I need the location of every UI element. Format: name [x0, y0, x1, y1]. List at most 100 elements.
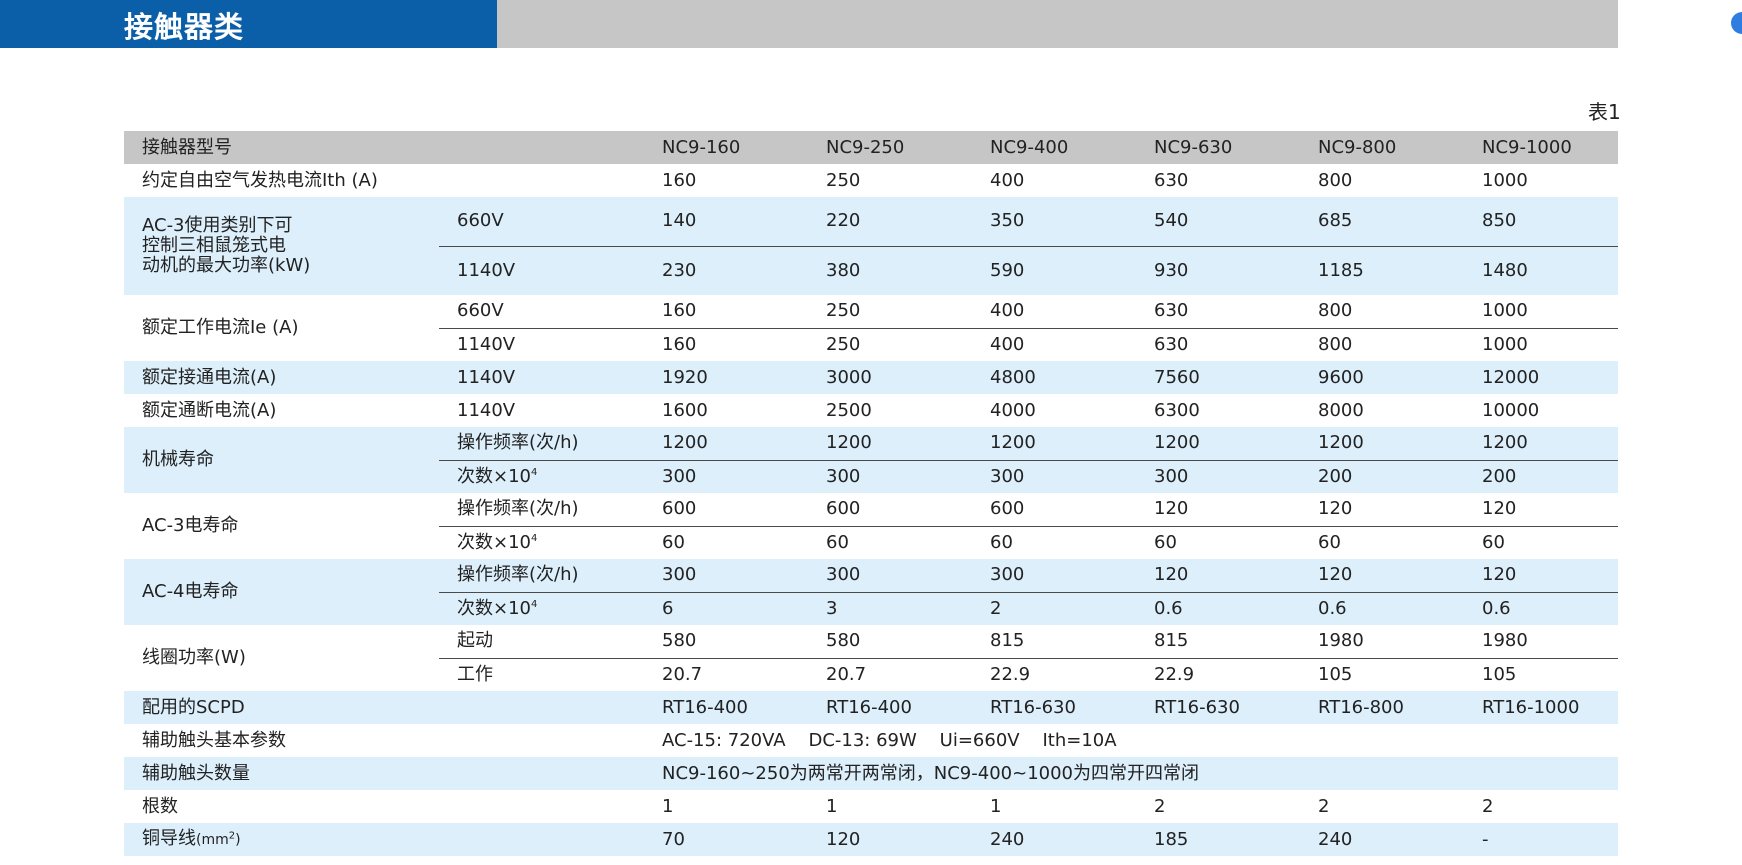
value-cell: 2	[1464, 790, 1618, 823]
value-cell: 7560	[1136, 361, 1300, 394]
value-cell: 60	[644, 526, 808, 559]
value-cell: 8000	[1300, 394, 1464, 427]
label-line: 动机的最大功率(kW)	[142, 255, 311, 276]
value-cell: 1	[972, 790, 1136, 823]
sub-label-sup: 4	[531, 532, 538, 544]
value-cell: 4000	[972, 394, 1136, 427]
value-cell: 1480	[1464, 246, 1618, 295]
value-cell: 1000	[1464, 295, 1618, 329]
value-cell: 60	[1136, 526, 1300, 559]
value-cell: 380	[808, 246, 972, 295]
sub-label: 1140V	[439, 361, 644, 394]
sub-label: 操作频率(次/h)	[439, 427, 644, 461]
header-title-box: 接触器类	[0, 0, 497, 48]
sub-label: 次数×104	[439, 460, 644, 493]
value-cell: 930	[1136, 246, 1300, 295]
value-cell: 250	[808, 295, 972, 329]
value-cell: RT16-400	[644, 691, 808, 724]
value-cell: 2	[1300, 790, 1464, 823]
table-caption: 表1	[1588, 100, 1621, 124]
value-cell: 6300	[1136, 394, 1300, 427]
value-cell: 800	[1300, 164, 1464, 197]
table-row: 次数×104 6 3 2 0.6 0.6 0.6	[124, 592, 1618, 625]
value-cell: 120	[1136, 559, 1300, 593]
value-cell: 3	[808, 592, 972, 625]
label-line: AC-3使用类别下可	[142, 215, 293, 236]
value-cell: 630	[1136, 295, 1300, 329]
value-cell: 300	[644, 460, 808, 493]
table-row: 工作 20.7 20.7 22.9 22.9 105 105	[124, 658, 1618, 691]
value-cell: 4800	[972, 361, 1136, 394]
sub-label-text: 次数×10	[457, 531, 531, 553]
value-cell: 1185	[1300, 246, 1464, 295]
value-cell: RT16-1000	[1464, 691, 1618, 724]
row-label: 铜导线(mm2)	[124, 823, 644, 856]
value-cell: 60	[808, 526, 972, 559]
value-cell: 590	[972, 246, 1136, 295]
value-cell: 3000	[808, 361, 972, 394]
model-cell: NC9-250	[808, 131, 972, 164]
value-cell: RT16-630	[1136, 691, 1300, 724]
row-label: 根数	[124, 790, 644, 823]
value-cell: 1	[808, 790, 972, 823]
row-label: 配用的SCPD	[124, 691, 644, 724]
table-header-row: 接触器型号 NC9-160 NC9-250 NC9-400 NC9-630 NC…	[124, 131, 1618, 164]
value-cell: RT16-630	[972, 691, 1136, 724]
sub-label-text: 次数×10	[457, 465, 531, 487]
value-cell: 22.9	[972, 658, 1136, 691]
value-cell: 1920	[644, 361, 808, 394]
row-label: 线圈功率(W)	[124, 625, 439, 691]
value-cell: 6	[644, 592, 808, 625]
row-label: 机械寿命	[124, 427, 439, 493]
sub-label-text: 次数×10	[457, 597, 531, 619]
value-cell: 400	[972, 328, 1136, 361]
value-cell: 22.9	[1136, 658, 1300, 691]
table-row: 配用的SCPD RT16-400 RT16-400 RT16-630 RT16-…	[124, 691, 1618, 724]
value-cell: 1200	[1136, 427, 1300, 461]
table-row: 额定工作电流Ie (A) 660V 160 250 400 630 800 10…	[124, 295, 1618, 361]
value-cell: 230	[644, 246, 808, 295]
row-label-text: 铜导线	[142, 828, 196, 849]
sub-label: 起动	[439, 625, 644, 659]
value-cell: 580	[808, 625, 972, 659]
value-cell: 20.7	[644, 658, 808, 691]
row-label: 额定通断电流(A)	[124, 394, 439, 427]
value-cell: 105	[1300, 658, 1464, 691]
scroll-indicator-icon[interactable]	[1731, 12, 1742, 34]
sub-label: 工作	[439, 658, 644, 691]
value-cell: 60	[972, 526, 1136, 559]
value-cell: 200	[1464, 460, 1618, 493]
value-cell: 300	[808, 460, 972, 493]
sub-label: 操作频率(次/h)	[439, 559, 644, 593]
value-cell: 1	[644, 790, 808, 823]
table-row: 额定接通电流(A) 1140V 1920 3000 4800 7560 9600…	[124, 361, 1618, 394]
value-cell: 200	[1300, 460, 1464, 493]
table-row: 根数 1 1 1 2 2 2	[124, 790, 1618, 823]
value-cell: 1200	[644, 427, 808, 461]
value-cell: 250	[808, 328, 972, 361]
row-label: AC-4电寿命	[124, 559, 439, 625]
value-cell: 630	[1136, 328, 1300, 361]
table-row: 线圈功率(W) 起动 580 580 815 815 1980 1980	[124, 625, 1618, 691]
value-cell: 20.7	[808, 658, 972, 691]
value-cell: 120	[1464, 559, 1618, 593]
value-cell: 250	[808, 164, 972, 197]
value-cell: 1200	[1300, 427, 1464, 461]
value-cell: 300	[808, 559, 972, 593]
value-cell: 815	[972, 625, 1136, 659]
value-cell: 1000	[1464, 164, 1618, 197]
row-label: AC-3使用类别下可 控制三相鼠笼式电 动机的最大功率(kW)	[124, 197, 439, 295]
value-cell: 60	[1300, 526, 1464, 559]
unit-end: )	[235, 832, 241, 848]
value-cell: 12000	[1464, 361, 1618, 394]
table-row: AC-4电寿命 操作频率(次/h) 300 300 300 120 120 12…	[124, 559, 1618, 625]
value-cell: 1200	[1464, 427, 1618, 461]
table-row: 次数×104 300 300 300 300 200 200	[124, 460, 1618, 493]
value-cell: 600	[808, 493, 972, 527]
value-cell: 2	[1136, 790, 1300, 823]
table-row: 1140V 230 380 590 930 1185 1480	[124, 246, 1618, 295]
table-row: 辅助触头数量 NC9-160~250为两常开两常闭，NC9-400~1000为四…	[124, 757, 1618, 790]
value-cell: 1200	[808, 427, 972, 461]
sub-label: 1140V	[439, 394, 644, 427]
value-cell: 800	[1300, 295, 1464, 329]
